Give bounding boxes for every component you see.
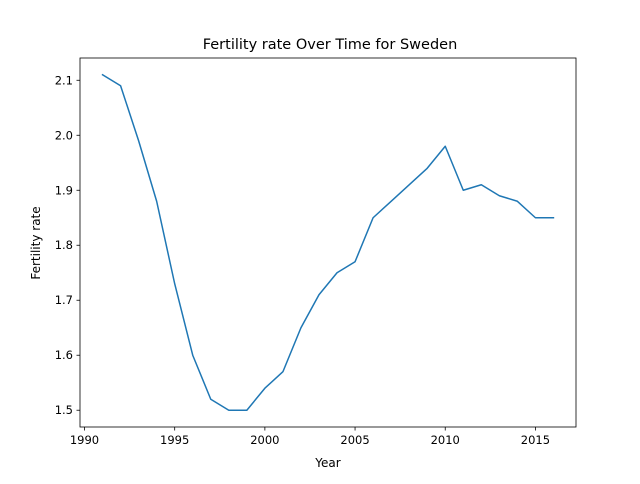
y-tick-label: 1.6	[55, 348, 73, 362]
y-tick-label: 1.7	[55, 293, 73, 307]
x-tick-label: 2005	[340, 433, 369, 447]
y-tick-label: 1.8	[55, 238, 73, 252]
y-axis-label: Fertility rate	[29, 206, 43, 279]
series-line	[103, 75, 554, 410]
x-tick-label: 1995	[160, 433, 189, 447]
y-tick-label: 1.9	[55, 183, 73, 197]
x-tick-label: 1990	[70, 433, 99, 447]
x-tick-label: 2000	[250, 433, 279, 447]
y-axis-ticks: 1.5 1.6 1.7 1.8 1.9 2.0 2.1	[55, 73, 80, 417]
y-tick-label: 2.0	[55, 128, 73, 142]
chart-title: Fertility rate Over Time for Sweden	[203, 37, 458, 53]
x-tick-label: 2010	[431, 433, 460, 447]
plot-area	[80, 58, 576, 427]
x-tick-label: 2015	[521, 433, 550, 447]
x-axis-ticks: 1990 1995 2000 2005 2010 2015	[70, 427, 550, 447]
y-tick-label: 2.1	[55, 73, 73, 87]
y-tick-label: 1.5	[55, 403, 73, 417]
axes-frame	[80, 58, 576, 427]
x-axis-label: Year	[314, 456, 340, 470]
